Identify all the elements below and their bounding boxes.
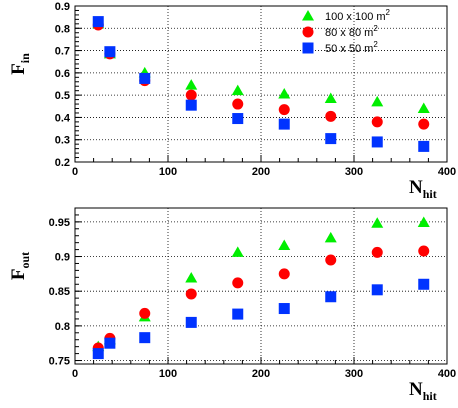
panel-2-ytick-label: 0.95 [49, 217, 70, 229]
panel-2-xlabel-main: N [409, 379, 423, 400]
panel-2-point-square [232, 308, 244, 320]
panel-1-xtick-label: 200 [252, 166, 270, 178]
panel-1-ytick-label: 0.6 [55, 68, 70, 80]
panel-1-ytick-label: 0.3 [55, 135, 70, 147]
panel-1-point-triangle [324, 92, 337, 103]
panel-2-point-square [371, 284, 383, 296]
panel-2-point-circle [418, 245, 430, 257]
panel-1-point-square [371, 136, 383, 148]
legend-label-sup: 2 [373, 40, 378, 49]
panel-1-point-triangle [231, 84, 244, 96]
panel-2-point-triangle [324, 231, 337, 243]
panel-2-ylabel: Fout [8, 252, 32, 280]
panel-1-point-square [92, 16, 104, 28]
panel-2-point-triangle [278, 239, 291, 250]
panel-1-ylabel: Fin [8, 53, 32, 75]
panel-2-point-circle [371, 246, 383, 258]
panel-1-point-square [139, 72, 151, 84]
legend-label-main: 100 x 100 m [325, 11, 386, 23]
legend-label: 80 x 80 m2 [325, 24, 378, 39]
panel-1-point-circle [325, 110, 337, 122]
panel-1-point-square [278, 118, 290, 130]
panel-2-point-triangle [185, 272, 198, 283]
panel-2-xlabel: Nhit [409, 379, 437, 403]
legend-label-main: 50 x 50 m [325, 43, 373, 55]
panel-1-ytick-label: 0.7 [55, 46, 70, 58]
panel-1-ytick-label: 0.2 [55, 157, 70, 169]
legend-marker-square [302, 42, 314, 54]
panel-1-ylabel-main: F [8, 63, 29, 75]
panel-2-point-square [92, 348, 104, 360]
legend-marker-triangle [302, 10, 314, 21]
panel-2-point-square [139, 332, 151, 344]
panel-1-ylabel-sub: in [18, 53, 32, 63]
panel-1-xtick-label: 300 [345, 166, 363, 178]
panel-2-point-circle [185, 288, 197, 300]
panel-2-ytick-label: 0.75 [49, 356, 70, 368]
panel-2-point-circle [325, 254, 337, 266]
panel-2-point-square [325, 291, 337, 303]
panel-2-point-triangle [371, 217, 384, 228]
panel-2-xtick-label: 100 [159, 368, 177, 380]
panel-1-xtick-label: 0 [72, 166, 78, 178]
panel-2-xtick-label: 0 [72, 368, 78, 380]
panel-1-point-circle [185, 89, 197, 101]
panel-1-point-circle [278, 104, 290, 116]
legend-marker-circle [302, 26, 314, 38]
panel-2-ytick-label: 0.9 [55, 252, 70, 264]
panel-1-point-circle [371, 116, 383, 128]
panel-1-point-triangle [371, 95, 384, 107]
panel-2-point-circle [278, 268, 290, 280]
panel-2-point-circle [139, 307, 151, 319]
panel-2-point-square [278, 303, 290, 315]
panel-2-xtick-label: 200 [252, 368, 270, 380]
panel-2-point-triangle [231, 246, 244, 257]
panel-2-ytick-label: 0.85 [49, 286, 70, 298]
panel-1-xlabel: Nhit [409, 177, 437, 201]
panel-1-xlabel-main: N [409, 177, 423, 198]
panel-1-xtick-label: 100 [159, 166, 177, 178]
legend-label-sup: 2 [373, 24, 378, 33]
legend-label: 100 x 100 m2 [325, 8, 391, 23]
panel-1-point-circle [232, 98, 244, 110]
panel-2-point-square [418, 278, 430, 290]
panel-1-point-square [418, 140, 430, 152]
panel-1-point-triangle [185, 79, 198, 90]
panel-1-xtick-label: 400 [438, 166, 456, 178]
panel-1-point-square [232, 113, 244, 125]
panel-2-xlabel-sub: hit [423, 389, 437, 403]
panel-1-ytick-label: 0.5 [55, 90, 70, 102]
panel-2-point-circle [232, 277, 244, 289]
panel-2-xtick-label: 300 [345, 368, 363, 380]
panel-1-point-square [325, 133, 337, 145]
panel-1-point-triangle [417, 102, 430, 114]
panel-1-point-square [104, 46, 116, 58]
panel-2-ylabel-main: F [8, 269, 29, 281]
panel-1-ytick-label: 0.8 [55, 23, 70, 35]
legend-label-main: 80 x 80 m [325, 27, 373, 39]
panel-1-ytick-label: 0.9 [55, 1, 70, 13]
panel-2-xtick-label: 400 [438, 368, 456, 380]
panel-2-ytick-label: 0.8 [55, 321, 70, 333]
panel-1-point-square [185, 99, 197, 111]
panel-1-ytick-label: 0.4 [55, 112, 71, 124]
panel-1-xlabel-sub: hit [423, 187, 437, 201]
panel-1-point-triangle [278, 88, 291, 99]
legend-label-sup: 2 [386, 8, 391, 17]
panel-2-point-square [185, 316, 197, 328]
legend-label: 50 x 50 m2 [325, 40, 378, 55]
panel-2-point-triangle [417, 216, 430, 228]
panel-2-point-square [104, 337, 116, 349]
panel-1-point-circle [418, 118, 430, 130]
panel-2-ylabel-sub: out [18, 252, 32, 269]
